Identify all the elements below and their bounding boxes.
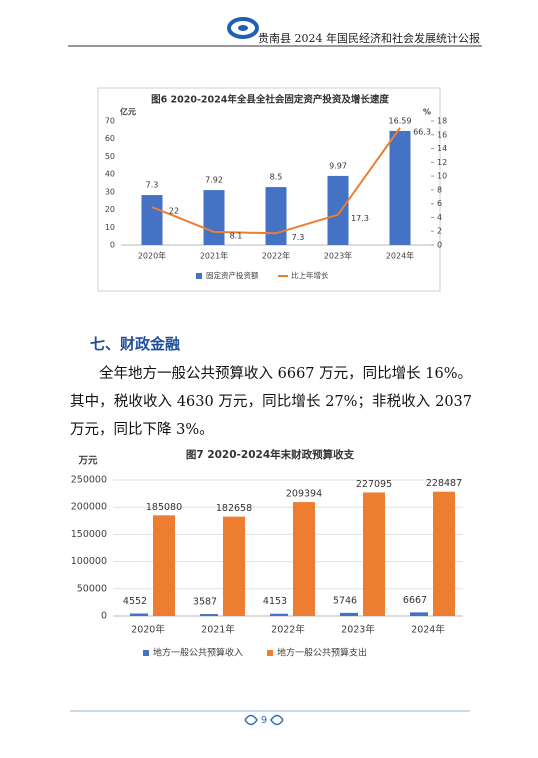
data-label: 185080 [146, 502, 182, 513]
logo [227, 17, 259, 39]
header-title: 贵南县 2024 年国民经济和社会发展统计公报 [258, 32, 480, 45]
x-tick-label: 2023年 [341, 624, 375, 636]
y2-tick-label: 8 [437, 185, 442, 194]
chart-title: 图6 2020-2024年全县全社会固定资产投资及增长速度 [151, 94, 389, 106]
line-annotation: 7.3 [292, 233, 305, 242]
y-axis-label: 亿元 [120, 107, 136, 117]
bar [141, 195, 163, 245]
bar [153, 515, 175, 616]
x-tick-label: 2024年 [411, 624, 445, 636]
legend-label: 地方一般公共预算支出 [277, 647, 367, 659]
y2-tick-label: 4 [437, 213, 442, 222]
data-label: 4552 [123, 596, 147, 607]
y2-tick-label: 0 [437, 241, 442, 250]
y2-tick-label: 6 [437, 199, 442, 208]
y-tick-label: 0 [101, 611, 107, 622]
data-label: 227095 [356, 479, 392, 490]
line-annotation: 22 [169, 207, 179, 216]
bar-annotation: 16.59 [389, 116, 412, 125]
y2-tick-label: 18 [437, 117, 447, 126]
y-tick-label: 50000 [77, 583, 107, 594]
line-annotation: 17.3 [351, 214, 369, 223]
data-label: 209394 [286, 489, 322, 500]
legend-swatch [267, 650, 273, 656]
y-tick-label: 0 [110, 241, 115, 250]
bar-annotation: 9.97 [329, 161, 347, 170]
legend-label: 地方一般公共预算收入 [153, 647, 243, 659]
bar [363, 492, 385, 616]
y-tick-label: 70 [105, 117, 115, 126]
bar [130, 613, 148, 616]
x-tick-label: 2020年 [138, 251, 166, 261]
bar [340, 612, 358, 616]
y2-tick-label: 16 [437, 130, 447, 139]
y2-tick-label: 12 [437, 158, 447, 167]
chart-frame [97, 87, 441, 292]
paragraph: 全年地方一般公共预算收入 6667 万元，同比增长 16%。其中，税收收入 46… [70, 366, 472, 438]
y-axis-label: 万元 [77, 456, 98, 467]
legend-label: 固定资产投资额 [206, 270, 259, 280]
y-tick-label: 200000 [71, 502, 107, 513]
data-label: 182658 [216, 503, 252, 514]
bar [203, 190, 225, 245]
bar [410, 612, 428, 616]
legend-label: 比上年增长 [291, 270, 329, 280]
x-tick-label: 2023年 [324, 251, 352, 261]
section-heading: 七、财政金融 [90, 335, 181, 353]
y-tick-label: 250000 [71, 475, 107, 486]
y2-tick-label: 2 [437, 227, 442, 236]
y-tick-label: 60 [105, 134, 115, 143]
bar [389, 130, 411, 245]
y2-tick-label: 14 [437, 144, 447, 153]
y-tick-label: 50 [105, 152, 115, 161]
bar [327, 175, 349, 245]
data-label: 4153 [263, 596, 287, 607]
footer-ornament [244, 714, 284, 726]
data-label: 228487 [426, 478, 462, 489]
x-tick-label: 2021年 [201, 624, 235, 636]
bar [433, 491, 455, 616]
bar-annotation: 7.92 [205, 176, 223, 185]
line-annotation: 66.3 [413, 127, 431, 136]
data-label: 5746 [333, 595, 357, 606]
y-tick-label: 150000 [71, 529, 107, 540]
bar [223, 516, 245, 616]
y-tick-label: 30 [105, 187, 115, 196]
x-tick-label: 2022年 [262, 251, 290, 261]
bar-annotation: 7.3 [146, 181, 159, 190]
y2-tick-label: 10 [437, 172, 447, 181]
x-tick-label: 2022年 [271, 624, 305, 636]
legend-swatch [196, 273, 202, 279]
line [151, 127, 401, 235]
y-tick-label: 20 [105, 205, 115, 214]
y-tick-label: 100000 [71, 556, 107, 567]
bar [265, 187, 287, 245]
legend-swatch [143, 650, 149, 656]
bar [270, 613, 288, 616]
x-tick-label: 2024年 [386, 251, 414, 261]
bar [200, 614, 218, 616]
bar [293, 502, 315, 616]
x-tick-label: 2021年 [200, 251, 228, 261]
page-number: 9 [261, 715, 267, 726]
y-tick-label: 10 [105, 223, 115, 232]
y-tick-label: 40 [105, 170, 115, 179]
line-annotation: 8.1 [230, 231, 243, 240]
data-label: 6667 [403, 595, 427, 606]
data-label: 3587 [193, 597, 217, 608]
x-tick-label: 2020年 [131, 624, 165, 636]
bar-annotation: 8.5 [270, 173, 283, 182]
chart-title: 图7 2020-2024年末财政预算收支 [186, 448, 355, 461]
y2-axis-label: % [423, 108, 431, 117]
